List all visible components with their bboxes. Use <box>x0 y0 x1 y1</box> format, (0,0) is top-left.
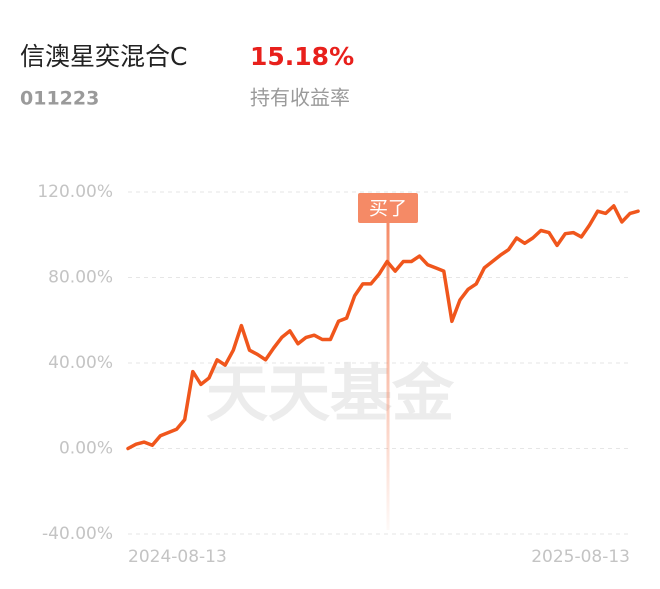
y-tick-label: 120.00% <box>37 182 113 202</box>
buy-badge <box>358 193 418 223</box>
y-tick-label: 80.00% <box>48 268 113 288</box>
buy-label: 买了 <box>369 198 407 220</box>
return-label: 持有收益率 <box>250 86 350 110</box>
line <box>126 204 640 451</box>
fund-name: 信澳星奕混合C <box>20 42 187 71</box>
y-tick-label: -40.00% <box>42 524 113 544</box>
x-tick-label: 2024-08-13 <box>128 547 227 567</box>
y-tick-label: 0.00% <box>59 439 113 459</box>
fund-code: 011223 <box>20 88 99 110</box>
x-tick-label: 2025-08-13 <box>531 547 630 567</box>
return-value: 15.18% <box>250 42 354 71</box>
y-tick-label: 40.00% <box>48 353 113 373</box>
watermark: 天天基金 <box>206 357 455 430</box>
buy-line <box>386 220 390 530</box>
